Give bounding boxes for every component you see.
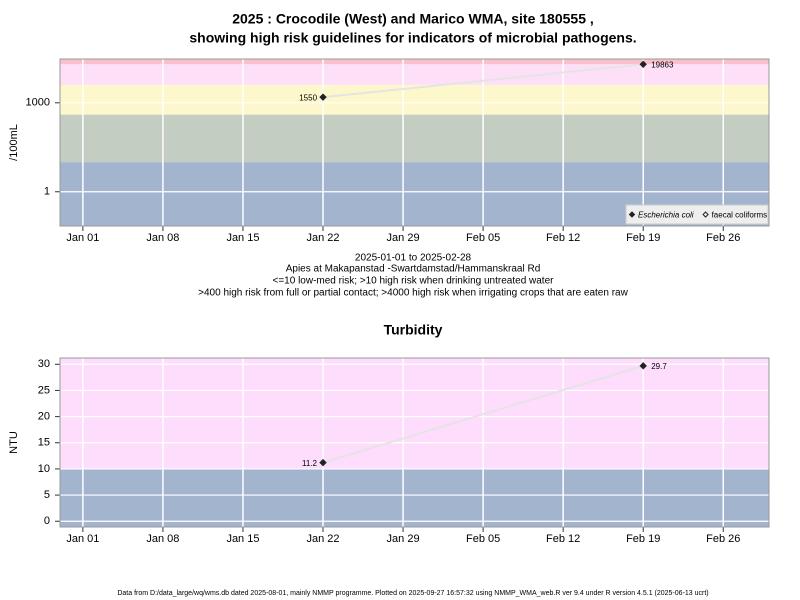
x-tick-label: Jan 29 <box>387 232 420 244</box>
risk-band <box>60 59 769 65</box>
y-tick-label: 10 <box>38 463 50 475</box>
x-tick-label: Feb 19 <box>626 232 660 244</box>
legend-marker <box>628 211 636 218</box>
note: 2025-01-01 to 2025-02-28 <box>355 253 472 264</box>
data-label: 1550 <box>299 93 317 102</box>
x-tick-label: Jan 08 <box>146 232 179 244</box>
data-point <box>319 458 327 467</box>
y-tick-label: 25 <box>38 384 50 396</box>
data-label: 29.7 <box>651 362 667 371</box>
risk-band <box>60 358 769 469</box>
legend-box <box>625 204 769 225</box>
x-tick-label: Feb 26 <box>706 232 740 244</box>
legend-label: faecal coliforms <box>712 211 768 220</box>
y-axis-label: /100mL <box>8 124 20 161</box>
plot-frame <box>59 58 770 227</box>
x-tick-label: Feb 05 <box>466 232 500 244</box>
x-tick-label: Feb 19 <box>626 533 660 545</box>
note: >400 high risk from full or partial cont… <box>198 288 628 299</box>
x-tick-label: Jan 22 <box>307 232 340 244</box>
risk-band <box>60 84 769 115</box>
title-line: showing high risk guidelines for indicat… <box>189 30 636 46</box>
y-axis-label: NTU <box>8 431 20 454</box>
footer: Data from D:/data_large/wq/wms.db dated … <box>117 590 708 597</box>
title-line: 2025 : Crocodile (West) and Marico WMA, … <box>232 11 594 27</box>
x-tick-label: Jan 29 <box>387 533 420 545</box>
x-tick-label: Feb 12 <box>546 533 580 545</box>
x-tick-label: Jan 01 <box>66 533 99 545</box>
x-tick-label: Jan 15 <box>226 533 259 545</box>
note: <=10 low-med risk; >10 high risk when dr… <box>273 276 555 287</box>
plot-frame <box>59 357 770 528</box>
series-line <box>322 63 644 99</box>
series-line <box>322 364 644 464</box>
y-tick-label: 15 <box>38 437 50 449</box>
x-tick-label: Feb 26 <box>706 533 740 545</box>
data-point <box>639 60 647 69</box>
risk-band <box>60 468 769 527</box>
x-tick-label: Feb 05 <box>466 533 500 545</box>
x-tick-label: Jan 22 <box>307 533 340 545</box>
x-tick-label: Jan 08 <box>146 533 179 545</box>
data-label: 19863 <box>651 60 674 69</box>
y-tick-label: 0 <box>44 515 50 527</box>
y-tick-label: 20 <box>38 411 50 423</box>
y-tick-label: 5 <box>44 489 50 501</box>
risk-band <box>60 114 769 163</box>
y-tick-label: 1 <box>44 186 50 198</box>
note: Apies at Makapanstad -Swartdamstad/Hamma… <box>286 264 541 275</box>
data-point <box>639 362 647 370</box>
y-tick-label: 1000 <box>26 97 50 109</box>
legend-label: Escherichia coli <box>638 211 694 220</box>
x-tick-label: Feb 12 <box>546 232 580 244</box>
data-label: 11.2 <box>302 459 318 468</box>
legend-marker <box>702 211 709 218</box>
x-tick-label: Jan 15 <box>226 232 259 244</box>
panel-title: Turbidity <box>384 322 443 338</box>
y-tick-label: 30 <box>38 358 50 370</box>
x-tick-label: Jan 01 <box>66 232 99 244</box>
data-point <box>319 93 327 101</box>
